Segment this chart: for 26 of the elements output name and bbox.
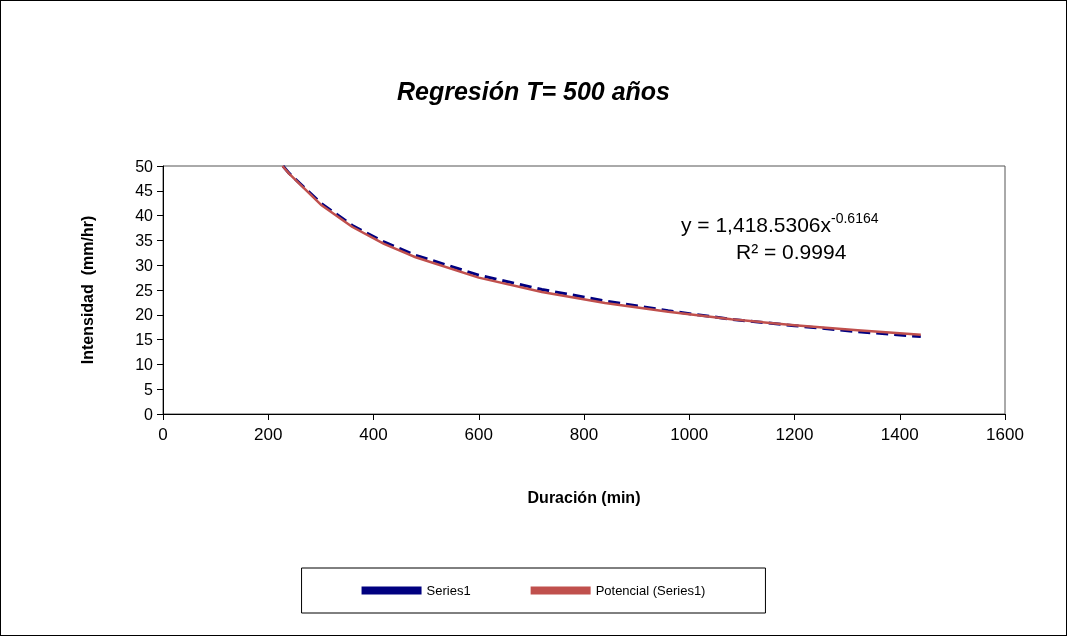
y-tick-label: 0 xyxy=(144,405,154,423)
x-tick-label: 1400 xyxy=(880,425,919,444)
y-tick-label: 50 xyxy=(135,157,154,175)
y-tick-label: 45 xyxy=(135,182,154,200)
legend-label: Potencial (Series1) xyxy=(595,583,706,598)
x-tick-label: 200 xyxy=(254,425,283,444)
x-tick-label: 1200 xyxy=(775,425,814,444)
y-tick-label: 40 xyxy=(135,207,154,225)
y-tick-label: 35 xyxy=(135,231,154,249)
y-tick-label: 20 xyxy=(135,306,154,324)
x-tick-label: 800 xyxy=(569,425,599,444)
x-tick-label: 400 xyxy=(359,425,388,444)
y-axis-title: Intensidad (mm/hr) xyxy=(78,215,96,365)
chart-title: Regresión T= 500 años xyxy=(396,76,671,105)
y-tick-label: 10 xyxy=(135,355,154,373)
annotation: R² = 0.9994 xyxy=(736,240,847,263)
legend-label: Series1 xyxy=(426,583,471,598)
x-tick-label: 600 xyxy=(464,425,493,444)
y-tick-label: 15 xyxy=(135,331,154,349)
x-tick-label: 1600 xyxy=(986,425,1024,444)
y-tick-label: 30 xyxy=(135,256,154,274)
x-tick-label: 1000 xyxy=(670,425,709,444)
x-axis-title: Duración (min) xyxy=(527,488,641,506)
x-tick-label: 0 xyxy=(158,425,168,444)
y-tick-label: 5 xyxy=(144,380,154,398)
y-tick-label: 25 xyxy=(135,281,154,299)
